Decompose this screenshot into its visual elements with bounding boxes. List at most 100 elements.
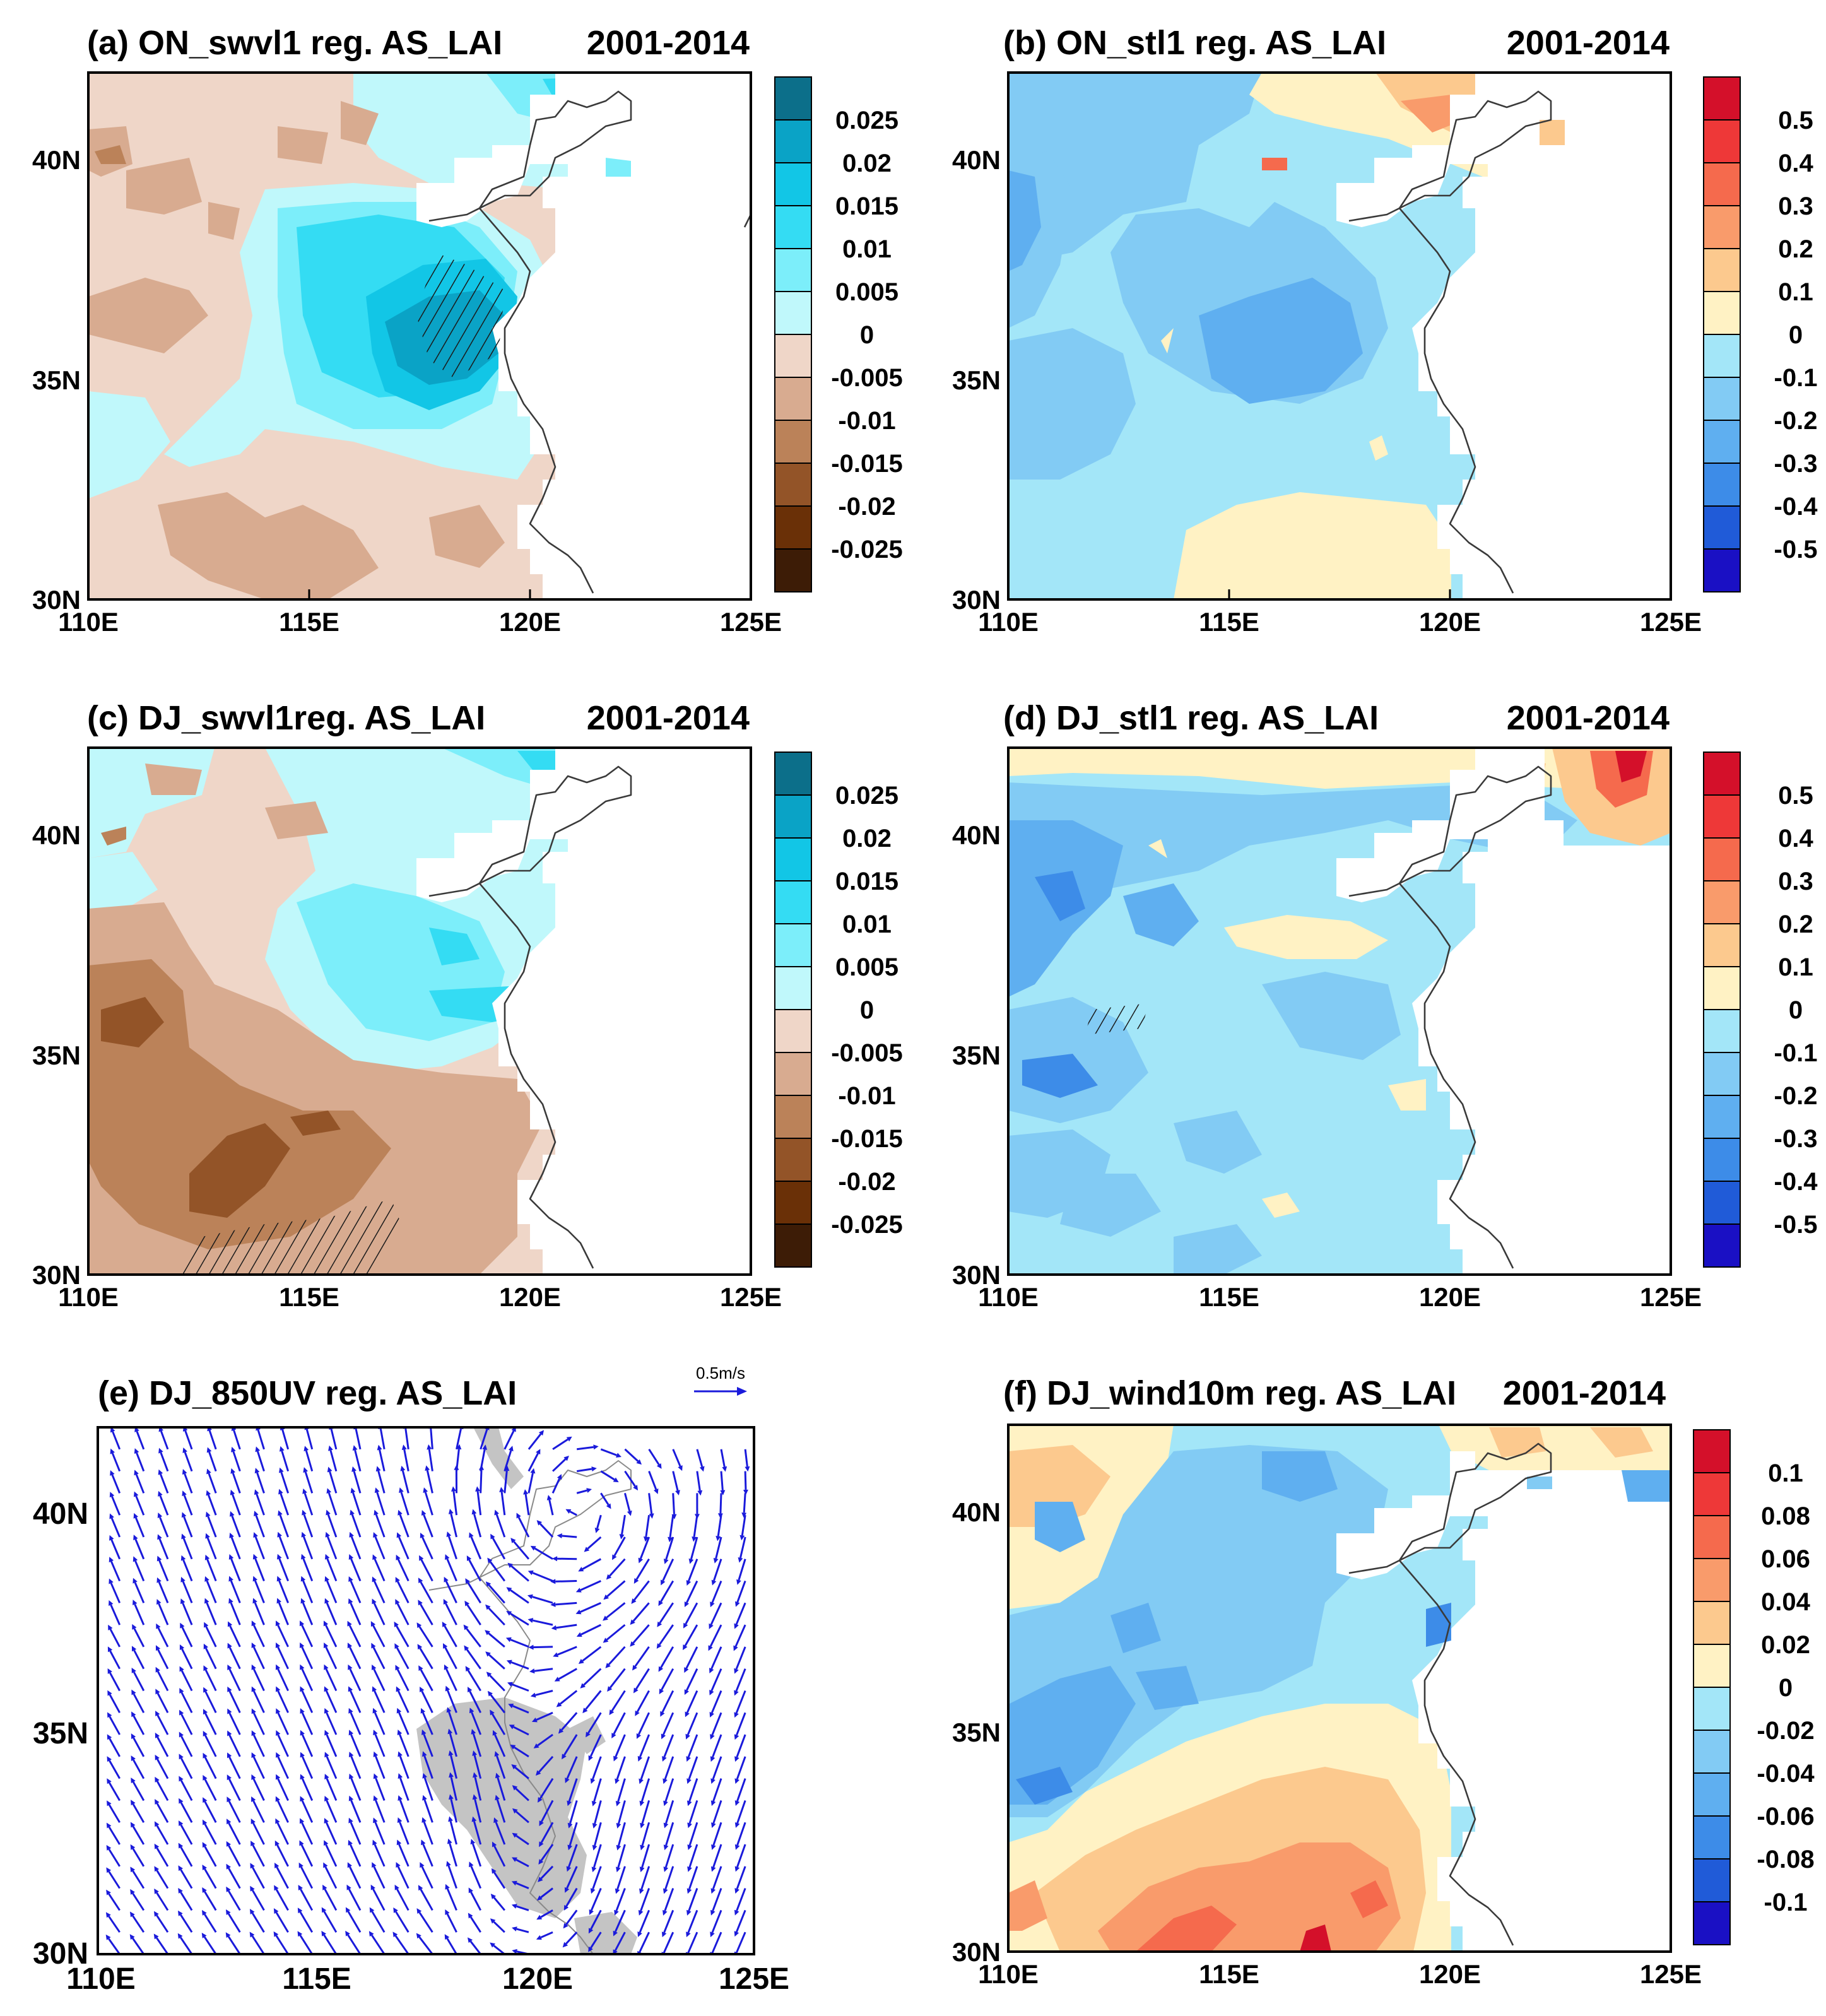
wind-vector-head — [637, 1971, 642, 1976]
colorbar-swatch — [1693, 1644, 1731, 1688]
wind-vector — [489, 1675, 505, 1692]
wind-vector — [400, 1492, 409, 1516]
wind-vector-head — [614, 1909, 619, 1916]
wind-vector — [278, 1602, 289, 1625]
wind-vector-head — [588, 1928, 594, 1934]
wind-vector — [132, 1870, 145, 1889]
wind-vector-head — [420, 1862, 425, 1868]
colorbar-label: -0.1 — [1774, 364, 1818, 392]
colorbar-swatch — [1703, 119, 1741, 163]
wind-vector — [473, 1821, 482, 1845]
panel-a-colorbar: 0.025 0.02 0.015 0.01 0.005 0 -0.005 -0.01 -0.01… — [774, 76, 903, 592]
wind-vector — [568, 1844, 578, 1868]
wind-vector-head — [276, 1576, 282, 1582]
wind-vector — [323, 1934, 338, 1954]
panel-a-period: 2001-2014 — [587, 24, 750, 62]
colorbar-label: -0.005 — [831, 364, 902, 392]
wind-vector — [563, 1734, 578, 1756]
wind-vector — [540, 1887, 553, 1899]
wind-vector-head — [745, 1466, 750, 1472]
wind-vector — [205, 1626, 217, 1648]
wind-vector — [180, 1914, 193, 1933]
wind-vector — [206, 1580, 217, 1603]
wind-vector-head — [273, 1931, 279, 1937]
wind-vector-head — [619, 1534, 625, 1540]
wind-vector-head — [734, 1822, 740, 1828]
wind-vector-head — [527, 1618, 534, 1623]
panel-e-ytick-40N: 40N — [33, 1497, 88, 1531]
wind-vector — [534, 1547, 553, 1560]
panel-f-axes: 110E 115E 120E 125E 30N 35N 40N — [952, 1497, 1702, 1989]
wind-vector-head — [557, 1533, 562, 1538]
wind-vector — [251, 1889, 265, 1911]
wind-vector-head — [558, 1728, 564, 1734]
wind-vector-head — [273, 1908, 279, 1914]
wind-vector — [473, 1513, 482, 1538]
colorbar-label: -0.01 — [838, 1082, 895, 1110]
colorbar-label: -0.1 — [1764, 1889, 1808, 1916]
wind-vector-head — [275, 1620, 281, 1627]
wind-vector — [423, 1755, 433, 1779]
wind-vector — [488, 1607, 505, 1626]
wind-vector-head — [709, 1668, 714, 1674]
wind-vector — [474, 1798, 482, 1823]
panel-d-ytick-40N: 40N — [952, 820, 1001, 850]
wind-vector — [639, 1536, 650, 1559]
wind-vector — [183, 1495, 193, 1516]
wind-vector-head — [251, 1686, 256, 1692]
wind-vector-head — [530, 1545, 536, 1551]
wind-vector-head — [398, 1773, 403, 1779]
wind-vector — [301, 1624, 314, 1648]
wind-vector-head — [630, 1619, 635, 1625]
wind-vector — [303, 1493, 314, 1516]
wind-vector — [228, 1868, 241, 1889]
wind-vector — [181, 1648, 193, 1670]
colorbar-swatch — [774, 420, 812, 464]
wind-vector — [254, 1580, 265, 1603]
wind-vector-head — [134, 1470, 139, 1476]
wind-vector-head — [324, 1818, 329, 1824]
panel-a-xtick-115E: 115E — [279, 607, 339, 637]
wind-vector-head — [709, 1623, 714, 1629]
wind-vector — [326, 1558, 338, 1582]
wind-vector-head — [105, 1934, 111, 1940]
wind-vector-head — [250, 1885, 255, 1892]
wind-vector-head — [106, 1867, 112, 1873]
wind-vector-head — [226, 1819, 232, 1825]
wind-vector-head — [131, 1711, 136, 1718]
colorbar-swatch — [1693, 1601, 1731, 1645]
wind-vector-head — [485, 1651, 491, 1657]
wind-vector — [715, 1536, 722, 1559]
wind-vector-head — [663, 1844, 669, 1851]
wind-vector — [329, 1450, 338, 1471]
wind-vector — [606, 1624, 626, 1641]
wind-vector — [449, 1842, 457, 1867]
wind-vector-head — [422, 1795, 427, 1801]
wind-vector — [326, 1756, 338, 1779]
wind-vector-head — [592, 1844, 598, 1851]
wind-vector-head — [553, 1652, 559, 1658]
wind-vector-head — [443, 1599, 449, 1605]
wind-vector-head — [396, 1862, 401, 1868]
wind-vector — [514, 1746, 529, 1758]
wind-vector-head — [398, 1795, 403, 1801]
wind-vector-head — [392, 1931, 398, 1938]
colorbar-label: 0.4 — [1778, 150, 1813, 177]
wind-vector-head — [710, 1734, 715, 1740]
wind-vector-head — [486, 1671, 492, 1677]
wind-vector — [252, 1668, 265, 1692]
panel-c-xtick-110E: 110E — [58, 1282, 119, 1312]
wind-vector-head — [616, 1844, 621, 1851]
wind-vector-head — [421, 1729, 427, 1735]
panel-b-period: 2001-2014 — [1507, 24, 1670, 62]
wind-vector-head — [326, 1509, 331, 1516]
wind-vector-head — [448, 1750, 454, 1756]
panel-d-xtick-125E: 125E — [1640, 1282, 1702, 1312]
wind-vector — [743, 1493, 746, 1513]
wind-vector-head — [252, 1553, 258, 1560]
wind-vector — [736, 1712, 746, 1736]
wind-vector-head — [734, 1866, 740, 1872]
wind-vector-head — [663, 1800, 668, 1807]
wind-vector — [232, 1494, 241, 1516]
wind-vector — [426, 1470, 433, 1494]
